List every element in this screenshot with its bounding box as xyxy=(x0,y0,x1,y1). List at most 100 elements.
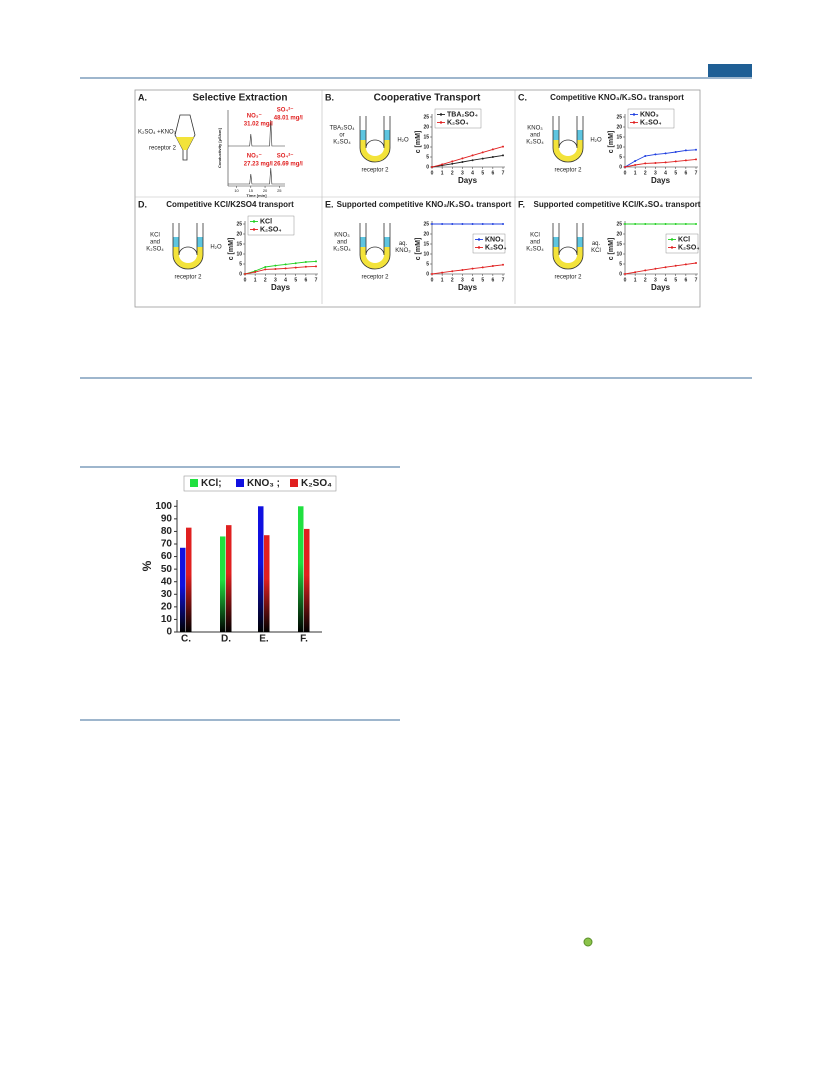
data-point xyxy=(264,268,267,271)
u-tube-water xyxy=(360,237,366,247)
feed-label: K₂SO₄ xyxy=(146,247,164,253)
legend-swatch xyxy=(290,479,298,487)
trace xyxy=(228,167,285,185)
feed-label: K₂SO₄ xyxy=(333,247,351,253)
feed-label: KNO₃ xyxy=(334,233,350,239)
receptor-label: receptor 2 xyxy=(554,275,582,281)
y-tick-label: 100 xyxy=(155,501,172,512)
y-tick-label: 5 xyxy=(426,261,429,267)
y-tick-label: 25 xyxy=(616,114,622,120)
x-tick-label: 1 xyxy=(634,170,637,176)
legend-swatch xyxy=(632,113,636,116)
data-point xyxy=(634,160,637,162)
data-point xyxy=(674,223,677,225)
series-line xyxy=(431,264,504,275)
marker-dot xyxy=(583,937,593,947)
data-point xyxy=(451,270,454,273)
y-tick-label: 20 xyxy=(423,231,429,237)
y-tick-label: 20 xyxy=(616,124,622,130)
data-point xyxy=(664,266,667,269)
y-tick-label: 30 xyxy=(161,589,173,600)
x-tick-label: 7 xyxy=(695,277,698,283)
data-point xyxy=(684,149,687,152)
legend-swatch xyxy=(252,228,256,231)
data-point xyxy=(294,262,297,265)
x-tick-label: 3 xyxy=(654,170,657,176)
legend-label: KNO₃ xyxy=(485,236,504,243)
x-tick-label: 5 xyxy=(674,170,677,176)
u-tube-water xyxy=(173,237,179,247)
legend-swatch xyxy=(190,479,198,487)
data-point xyxy=(441,163,444,166)
y-tick-label: 0 xyxy=(426,271,429,277)
data-point xyxy=(644,269,647,272)
y-tick-label: 0 xyxy=(426,164,429,170)
data-point xyxy=(644,155,647,157)
data-point xyxy=(634,271,637,274)
x-tick-label: 25 xyxy=(277,188,282,193)
legend-swatch xyxy=(477,246,481,249)
data-point xyxy=(674,151,677,153)
y-tick-label: 15 xyxy=(616,241,622,247)
y-tick-label: 60 xyxy=(161,551,173,562)
y-tick-label: 25 xyxy=(616,221,622,227)
data-point xyxy=(684,159,687,162)
bar xyxy=(226,525,232,632)
y-tick-label: 15 xyxy=(423,241,429,247)
data-point xyxy=(471,154,474,157)
x-tick-label: 4 xyxy=(284,277,287,283)
data-point xyxy=(654,153,657,156)
y-tick-label: 10 xyxy=(616,144,622,150)
x-tick-label: 4 xyxy=(471,170,474,176)
y-tick-label: 90 xyxy=(161,513,173,524)
y-tick-label: 20 xyxy=(236,231,242,237)
peak-concentration: 48.01 mg/l xyxy=(274,116,303,122)
receiving-label: H₂O xyxy=(210,245,222,251)
legend xyxy=(472,233,506,254)
u-tube-liquid xyxy=(360,140,390,162)
x-tick-label: 6 xyxy=(684,277,687,283)
legend-label: KCl; xyxy=(201,478,222,489)
legend-label: K₂SO₄ xyxy=(260,226,282,233)
y-tick-label: 20 xyxy=(161,601,173,612)
u-tube xyxy=(359,116,391,163)
panel-title: Cooperative Transport xyxy=(374,93,481,104)
data-point xyxy=(315,260,317,263)
x-tick-label: 7 xyxy=(502,277,505,283)
y-tick-label: 15 xyxy=(423,134,429,140)
y-tick-label: 20 xyxy=(423,124,429,130)
legend-label: K₂SO₄ xyxy=(301,478,332,489)
data-point xyxy=(654,267,657,270)
x-tick-label: 4 xyxy=(664,277,667,283)
data-point xyxy=(502,145,504,148)
x-tick-label: C. xyxy=(181,634,191,645)
data-point xyxy=(502,263,504,266)
x-tick-label: 1 xyxy=(441,170,444,176)
x-tick-label: 4 xyxy=(471,277,474,283)
peak-concentration: 26.69 mg/l xyxy=(274,162,303,168)
y-tick-label: 10 xyxy=(423,251,429,257)
data-point xyxy=(451,223,454,225)
data-point xyxy=(664,223,667,225)
y-tick-label: 10 xyxy=(161,614,173,625)
y-tick-label: 10 xyxy=(423,144,429,150)
panel-label: D. xyxy=(138,199,147,209)
data-point xyxy=(274,264,277,267)
data-point xyxy=(674,160,677,163)
u-tube xyxy=(552,223,584,270)
x-tick-label: D. xyxy=(221,634,231,645)
data-point xyxy=(284,267,287,270)
legend-label: KNO₃ ; xyxy=(247,478,280,489)
receiving-label: H₂O xyxy=(397,138,409,144)
u-tube xyxy=(359,223,391,270)
y-axis-label: c [mM] xyxy=(228,238,235,261)
x-tick-label: 6 xyxy=(491,277,494,283)
data-point xyxy=(304,261,307,263)
x-tick-label: 5 xyxy=(674,277,677,283)
receiving-label: aq. xyxy=(399,241,408,247)
data-point xyxy=(695,148,697,151)
x-tick-label: 1 xyxy=(254,277,257,283)
data-point xyxy=(264,266,267,268)
x-axis-label: Days xyxy=(651,283,671,292)
x-tick-label: 2 xyxy=(264,277,267,283)
